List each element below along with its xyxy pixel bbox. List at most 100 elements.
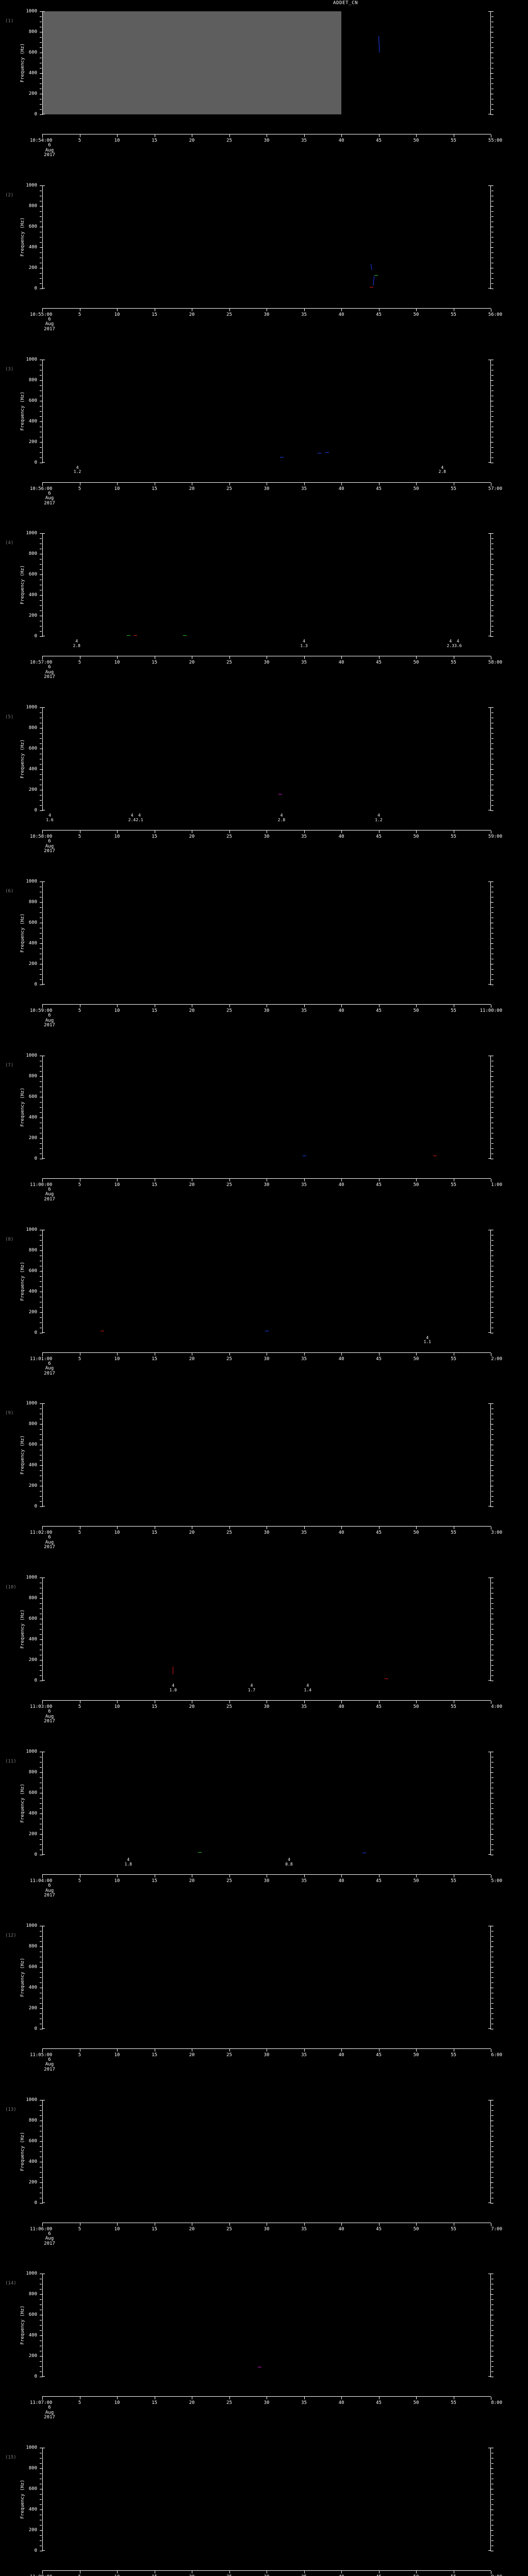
y-tick-minor bbox=[491, 216, 493, 217]
x-tick bbox=[304, 1005, 305, 1007]
event-count: 4 bbox=[288, 1857, 290, 1862]
y-axis-left bbox=[42, 185, 43, 289]
y-tick-label: 0 bbox=[34, 808, 37, 814]
x-tick-label: 25 bbox=[226, 2226, 232, 2232]
plot-area[interactable] bbox=[40, 1229, 493, 1333]
x-axis bbox=[42, 2570, 491, 2571]
panel-number: (4) bbox=[5, 540, 14, 546]
date-month: Aug bbox=[45, 843, 54, 849]
plot-area[interactable] bbox=[40, 1403, 493, 1507]
y-tick-major bbox=[40, 2141, 43, 2142]
axis-date-stack: 6 Aug 2017 bbox=[34, 143, 65, 158]
plot-area[interactable] bbox=[40, 2099, 493, 2204]
x-tick bbox=[117, 1352, 118, 1355]
plot-area[interactable] bbox=[40, 2274, 493, 2378]
y-tick-label: 200 bbox=[28, 613, 37, 619]
y-tick-minor bbox=[40, 738, 42, 739]
y-tick-minor bbox=[40, 216, 42, 217]
y-tick-minor bbox=[40, 2151, 42, 2152]
y-tick-minor bbox=[40, 631, 42, 632]
x-axis bbox=[42, 482, 491, 483]
y-tick-label: 600 bbox=[28, 1790, 37, 1795]
axis-cap bbox=[42, 1680, 45, 1681]
event-magnitude: 1.1 bbox=[423, 1340, 431, 1345]
plot-area[interactable] bbox=[40, 1925, 493, 2029]
y-tick-minor bbox=[491, 2115, 493, 2116]
y-tick-label: 200 bbox=[28, 265, 37, 270]
x-tick-label: 40 bbox=[338, 834, 344, 840]
x-tick-label: 40 bbox=[338, 1182, 344, 1188]
y-tick-minor bbox=[40, 416, 42, 417]
y-tick-minor bbox=[40, 569, 42, 570]
x-tick bbox=[304, 2571, 305, 2574]
y-axis-label: Frequency (Hz) bbox=[20, 1435, 25, 1475]
date-month: Aug bbox=[45, 1192, 54, 1197]
axis-cap bbox=[488, 984, 491, 985]
y-tick-major bbox=[490, 1946, 493, 1947]
y-tick-major bbox=[40, 11, 43, 12]
plot-area[interactable] bbox=[40, 882, 493, 985]
plot-area[interactable] bbox=[40, 359, 493, 463]
x-tick bbox=[341, 1005, 342, 1007]
event-annotation: 4 1.2 bbox=[74, 465, 81, 474]
x-tick-label: 45 bbox=[376, 312, 382, 317]
y-tick-major bbox=[40, 902, 43, 903]
y-tick-minor bbox=[40, 273, 42, 274]
x-tick-label: 50 bbox=[413, 1878, 419, 1884]
y-tick-major bbox=[490, 636, 493, 637]
x-axis-end-label: 2:00 bbox=[491, 1356, 502, 1362]
x-tick-label: 40 bbox=[338, 2226, 344, 2232]
date-day: 6 bbox=[48, 490, 51, 496]
y-tick-label: 600 bbox=[28, 2486, 37, 2492]
event-magnitude: 2.1 bbox=[136, 817, 143, 822]
y-tick-label: 200 bbox=[28, 2005, 37, 2011]
axis-date-stack: 6 Aug 2017 bbox=[34, 1709, 65, 1724]
y-tick-minor bbox=[491, 211, 493, 212]
x-tick bbox=[341, 831, 342, 834]
axis-cap bbox=[42, 707, 45, 708]
plot-area[interactable] bbox=[40, 1752, 493, 1855]
y-tick-minor bbox=[40, 948, 42, 949]
y-tick-minor bbox=[491, 1496, 493, 1497]
x-tick-label: 35 bbox=[301, 312, 307, 317]
plot-area[interactable] bbox=[40, 11, 493, 115]
y-tick-major bbox=[490, 1834, 493, 1835]
y-tick-major bbox=[490, 707, 493, 708]
y-axis-right bbox=[490, 1925, 491, 2029]
y-tick-minor bbox=[40, 1439, 42, 1440]
date-month: Aug bbox=[45, 669, 54, 675]
plot-area[interactable] bbox=[40, 185, 493, 289]
y-axis-left bbox=[42, 1752, 43, 1855]
x-tick-label: 5 bbox=[78, 1704, 81, 1710]
y-tick-minor bbox=[491, 242, 493, 243]
plot-area[interactable] bbox=[40, 2448, 493, 2552]
x-tick-label: 10 bbox=[114, 2226, 120, 2232]
date-year: 2017 bbox=[44, 1545, 55, 1550]
y-tick-major bbox=[490, 1270, 493, 1272]
y-tick-minor bbox=[491, 16, 493, 17]
y-tick-minor bbox=[491, 1307, 493, 1308]
x-axis-start-label: 11:03:00 bbox=[30, 1704, 53, 1710]
x-tick-label: 55 bbox=[451, 2226, 456, 2232]
x-tick-label: 30 bbox=[263, 1182, 270, 1188]
y-tick-major bbox=[40, 1946, 43, 1947]
y-tick-minor bbox=[40, 2299, 42, 2300]
y-tick-minor bbox=[491, 1107, 493, 1108]
x-tick bbox=[304, 1527, 305, 1530]
y-tick-minor bbox=[491, 1629, 493, 1630]
plot-area[interactable] bbox=[40, 1055, 493, 1159]
y-tick-minor bbox=[491, 1608, 493, 1609]
y-tick-label: 800 bbox=[28, 725, 37, 731]
y-tick-label: 200 bbox=[28, 439, 37, 445]
y-tick-label: 800 bbox=[28, 1247, 37, 1253]
x-tick-label: 15 bbox=[152, 1704, 157, 1710]
x-tick bbox=[416, 1352, 417, 1355]
y-tick-major bbox=[40, 1076, 43, 1077]
plot-area[interactable] bbox=[40, 533, 493, 637]
plot-area[interactable] bbox=[40, 1578, 493, 1682]
x-tick bbox=[117, 2223, 118, 2226]
x-tick-label: 50 bbox=[413, 834, 419, 840]
plot-area[interactable] bbox=[40, 707, 493, 811]
y-tick-minor bbox=[40, 2013, 42, 2014]
y-tick-major bbox=[40, 769, 43, 770]
